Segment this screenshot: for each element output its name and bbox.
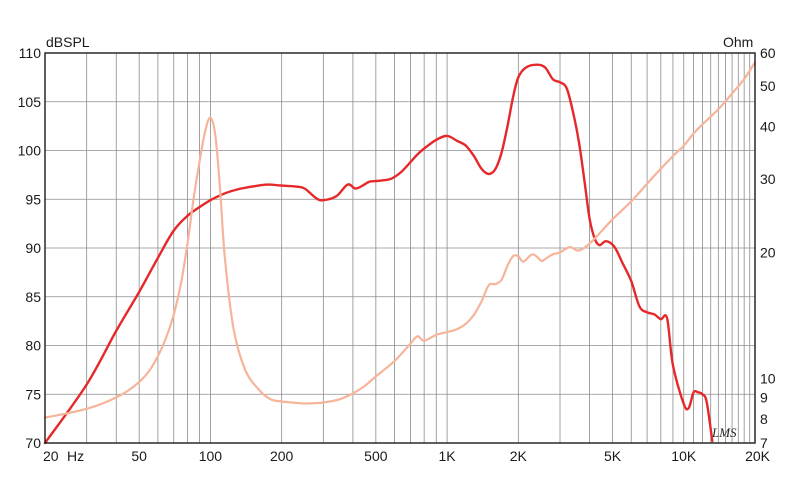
spl-curve: [43, 63, 714, 445]
lms-signature: LMS: [711, 425, 737, 440]
y-right-tick-label: 40: [760, 119, 776, 135]
x-tick-label: 20: [43, 448, 59, 464]
y-right-tick-label: 8: [760, 411, 768, 427]
curves: [43, 61, 757, 445]
y-left-tick-label: 105: [18, 94, 42, 110]
y-right-tick-label: 50: [760, 78, 776, 94]
y-left-tick-label: 90: [25, 240, 41, 256]
plot-frame: [44, 52, 756, 444]
y-left-tick-label: 70: [25, 435, 41, 451]
y-left-tick-label: 100: [18, 143, 42, 159]
x-tick-label: 1K: [439, 448, 457, 464]
x-tick-label: 5K: [604, 448, 622, 464]
y-right-tick-label: 60: [760, 45, 776, 61]
y-left-tick-label: 80: [25, 338, 41, 354]
right-unit-label: Ohm: [723, 34, 753, 50]
grid: [45, 53, 755, 443]
y-right-tick-label: 30: [760, 171, 776, 187]
x-tick-label: 2K: [510, 448, 528, 464]
x-tick-label: 500: [364, 448, 388, 464]
impedance-curve: [43, 61, 757, 419]
axis-labels: dBSPL Ohm Hz LMS 20 50 100 200 500 1K 2K 5K 10K 2…: [18, 34, 776, 464]
x-tick-label: 20K: [745, 448, 771, 464]
y-left-tick-label: 85: [25, 289, 41, 305]
x-tick-label: 50: [131, 448, 147, 464]
y-left-tick-label: 95: [25, 191, 41, 207]
x-tick-label: 100: [199, 448, 223, 464]
y-right-tick-label: 20: [760, 244, 776, 260]
y-right-tick-label: 7: [760, 435, 768, 451]
x-tick-label: 200: [270, 448, 294, 464]
y-left-tick-label: 75: [25, 386, 41, 402]
y-right-tick-label: 10: [760, 370, 776, 386]
left-unit-label: dBSPL: [46, 34, 90, 50]
y-left-tick-label: 110: [19, 45, 42, 61]
x-tick-label: 10K: [671, 448, 697, 464]
y-right-tick-label: 9: [760, 389, 768, 405]
x-unit-label: Hz: [67, 448, 84, 464]
